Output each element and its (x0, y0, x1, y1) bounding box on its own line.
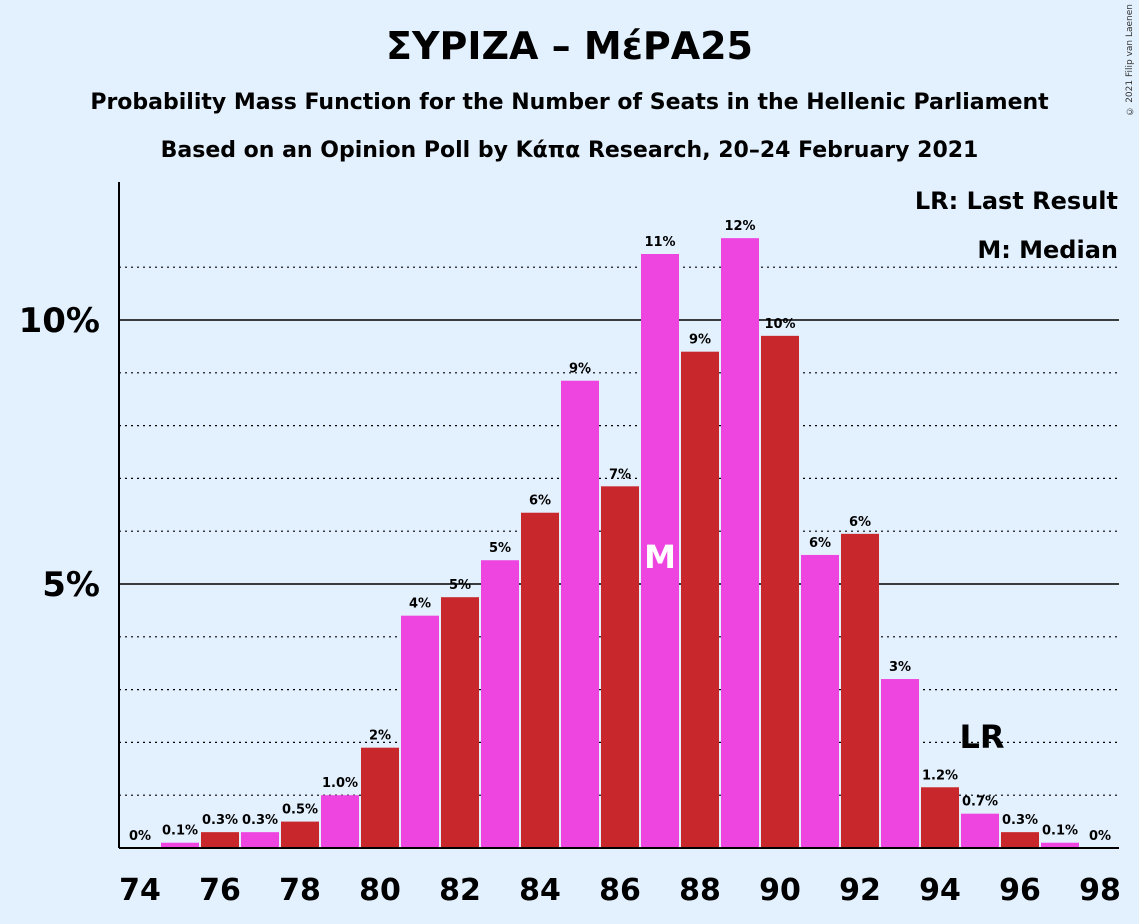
bar (961, 813, 999, 848)
bar-value-label: 7% (609, 467, 631, 482)
bar (801, 554, 839, 848)
x-tick-label: 92 (839, 873, 881, 908)
x-tick-label: 98 (1079, 873, 1121, 908)
x-tick-label: 86 (599, 873, 641, 908)
bar-value-label: 1.0% (322, 776, 358, 791)
bar-value-label: 6% (849, 515, 871, 530)
bar-value-label: 10% (764, 317, 795, 332)
bar (761, 335, 799, 849)
x-tick-label: 78 (279, 873, 321, 908)
bar (561, 380, 599, 848)
bar-labels: 0% 0.1% 0.3% 0.3% 0.5% 1.0% 2% 4% 5% 5% 6% 9% 7% 11% 9… (129, 219, 1111, 844)
bar-value-label: 6% (809, 536, 831, 551)
bar-value-label: 9% (569, 362, 591, 377)
bar-value-label: 5% (449, 578, 471, 593)
bar (401, 615, 439, 848)
bar-value-label: 0.3% (202, 813, 238, 828)
x-tick-label: 88 (679, 873, 721, 908)
x-tick-label: 96 (999, 873, 1041, 908)
bar (721, 238, 759, 848)
bar (1041, 842, 1079, 848)
bar (1001, 832, 1039, 848)
bar (321, 795, 359, 848)
x-tick-label: 84 (519, 873, 561, 908)
bar-value-label: 0.5% (282, 803, 318, 818)
bar (881, 679, 919, 848)
bar-value-label: 0% (129, 829, 151, 844)
bar-value-label: 12% (724, 219, 755, 234)
bar-value-label: 0% (1089, 829, 1111, 844)
bars (161, 238, 1079, 849)
bar (241, 832, 279, 848)
bar-value-label: 11% (644, 235, 675, 250)
bar-value-label: 3% (889, 660, 911, 675)
bar (841, 533, 879, 848)
x-tick-label: 74 (119, 873, 161, 908)
bar-value-label: 2% (369, 729, 391, 744)
bar-value-label: 0.3% (1002, 813, 1038, 828)
bar (281, 821, 319, 848)
bar (481, 560, 519, 848)
x-tick-label: 94 (919, 873, 961, 908)
legend-median: M: Median (977, 236, 1118, 264)
x-tick-label: 82 (439, 873, 481, 908)
bar-value-label: 1.2% (922, 768, 958, 783)
bar-value-label: 0.1% (162, 824, 198, 839)
x-tick-label: 76 (199, 873, 241, 908)
bar-value-label: 9% (689, 333, 711, 348)
y-tick-label: 5% (42, 565, 100, 605)
y-tick-label: 10% (19, 301, 100, 341)
median-marker: M (644, 538, 676, 576)
markers: M LR (644, 538, 1004, 756)
y-tick-labels: 5% 10% (19, 301, 100, 605)
bar (681, 351, 719, 848)
bar-value-label: 0.3% (242, 813, 278, 828)
x-tick-label: 80 (359, 873, 401, 908)
chart-title: ΣΥΡΙΖΑ – ΜέΡΑ25 (386, 24, 753, 68)
bar (361, 747, 399, 848)
bar-value-label: 0.7% (962, 795, 998, 810)
bar (441, 597, 479, 848)
bar (601, 486, 639, 848)
bar-value-label: 4% (409, 597, 431, 612)
x-tick-labels: 74 76 78 80 82 84 86 88 90 92 94 96 98 (119, 873, 1121, 908)
bar (161, 842, 199, 848)
x-tick-label: 90 (759, 873, 801, 908)
bar (521, 512, 559, 848)
chart-source: Based on an Opinion Poll by Κάπα Researc… (160, 138, 979, 163)
chart-subtitle: Probability Mass Function for the Number… (90, 90, 1049, 115)
bar (641, 254, 679, 848)
last-result-marker: LR (959, 718, 1004, 756)
bar (921, 787, 959, 848)
bar-value-label: 0.1% (1042, 824, 1078, 839)
bar (201, 832, 239, 848)
legend-last-result: LR: Last Result (915, 187, 1118, 215)
bar-value-label: 6% (529, 494, 551, 509)
bar-value-label: 5% (489, 541, 511, 556)
